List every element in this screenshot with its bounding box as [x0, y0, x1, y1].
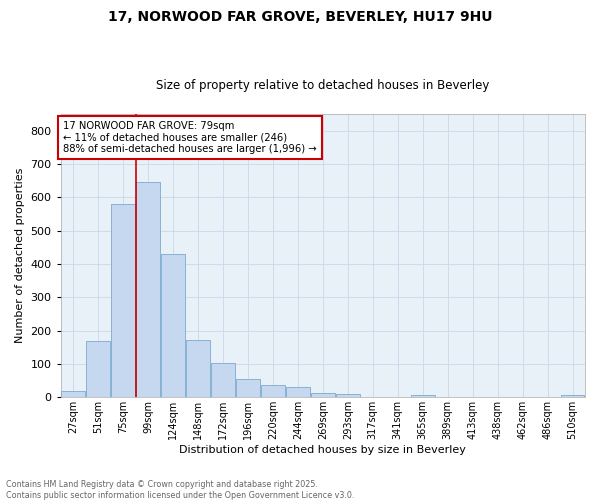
- Bar: [560, 396, 584, 398]
- Bar: [111, 204, 135, 398]
- Title: Size of property relative to detached houses in Beverley: Size of property relative to detached ho…: [156, 79, 490, 92]
- Bar: [86, 342, 110, 398]
- Bar: [136, 182, 160, 398]
- Bar: [286, 388, 310, 398]
- Bar: [311, 392, 335, 398]
- Bar: [161, 254, 185, 398]
- Bar: [61, 390, 85, 398]
- Y-axis label: Number of detached properties: Number of detached properties: [15, 168, 25, 344]
- Text: 17, NORWOOD FAR GROVE, BEVERLEY, HU17 9HU: 17, NORWOOD FAR GROVE, BEVERLEY, HU17 9H…: [108, 10, 492, 24]
- Bar: [186, 340, 210, 398]
- X-axis label: Distribution of detached houses by size in Beverley: Distribution of detached houses by size …: [179, 445, 466, 455]
- Text: 17 NORWOOD FAR GROVE: 79sqm
← 11% of detached houses are smaller (246)
88% of se: 17 NORWOOD FAR GROVE: 79sqm ← 11% of det…: [64, 121, 317, 154]
- Text: Contains HM Land Registry data © Crown copyright and database right 2025.
Contai: Contains HM Land Registry data © Crown c…: [6, 480, 355, 500]
- Bar: [211, 363, 235, 398]
- Bar: [236, 379, 260, 398]
- Bar: [411, 396, 434, 398]
- Bar: [261, 384, 285, 398]
- Bar: [336, 394, 359, 398]
